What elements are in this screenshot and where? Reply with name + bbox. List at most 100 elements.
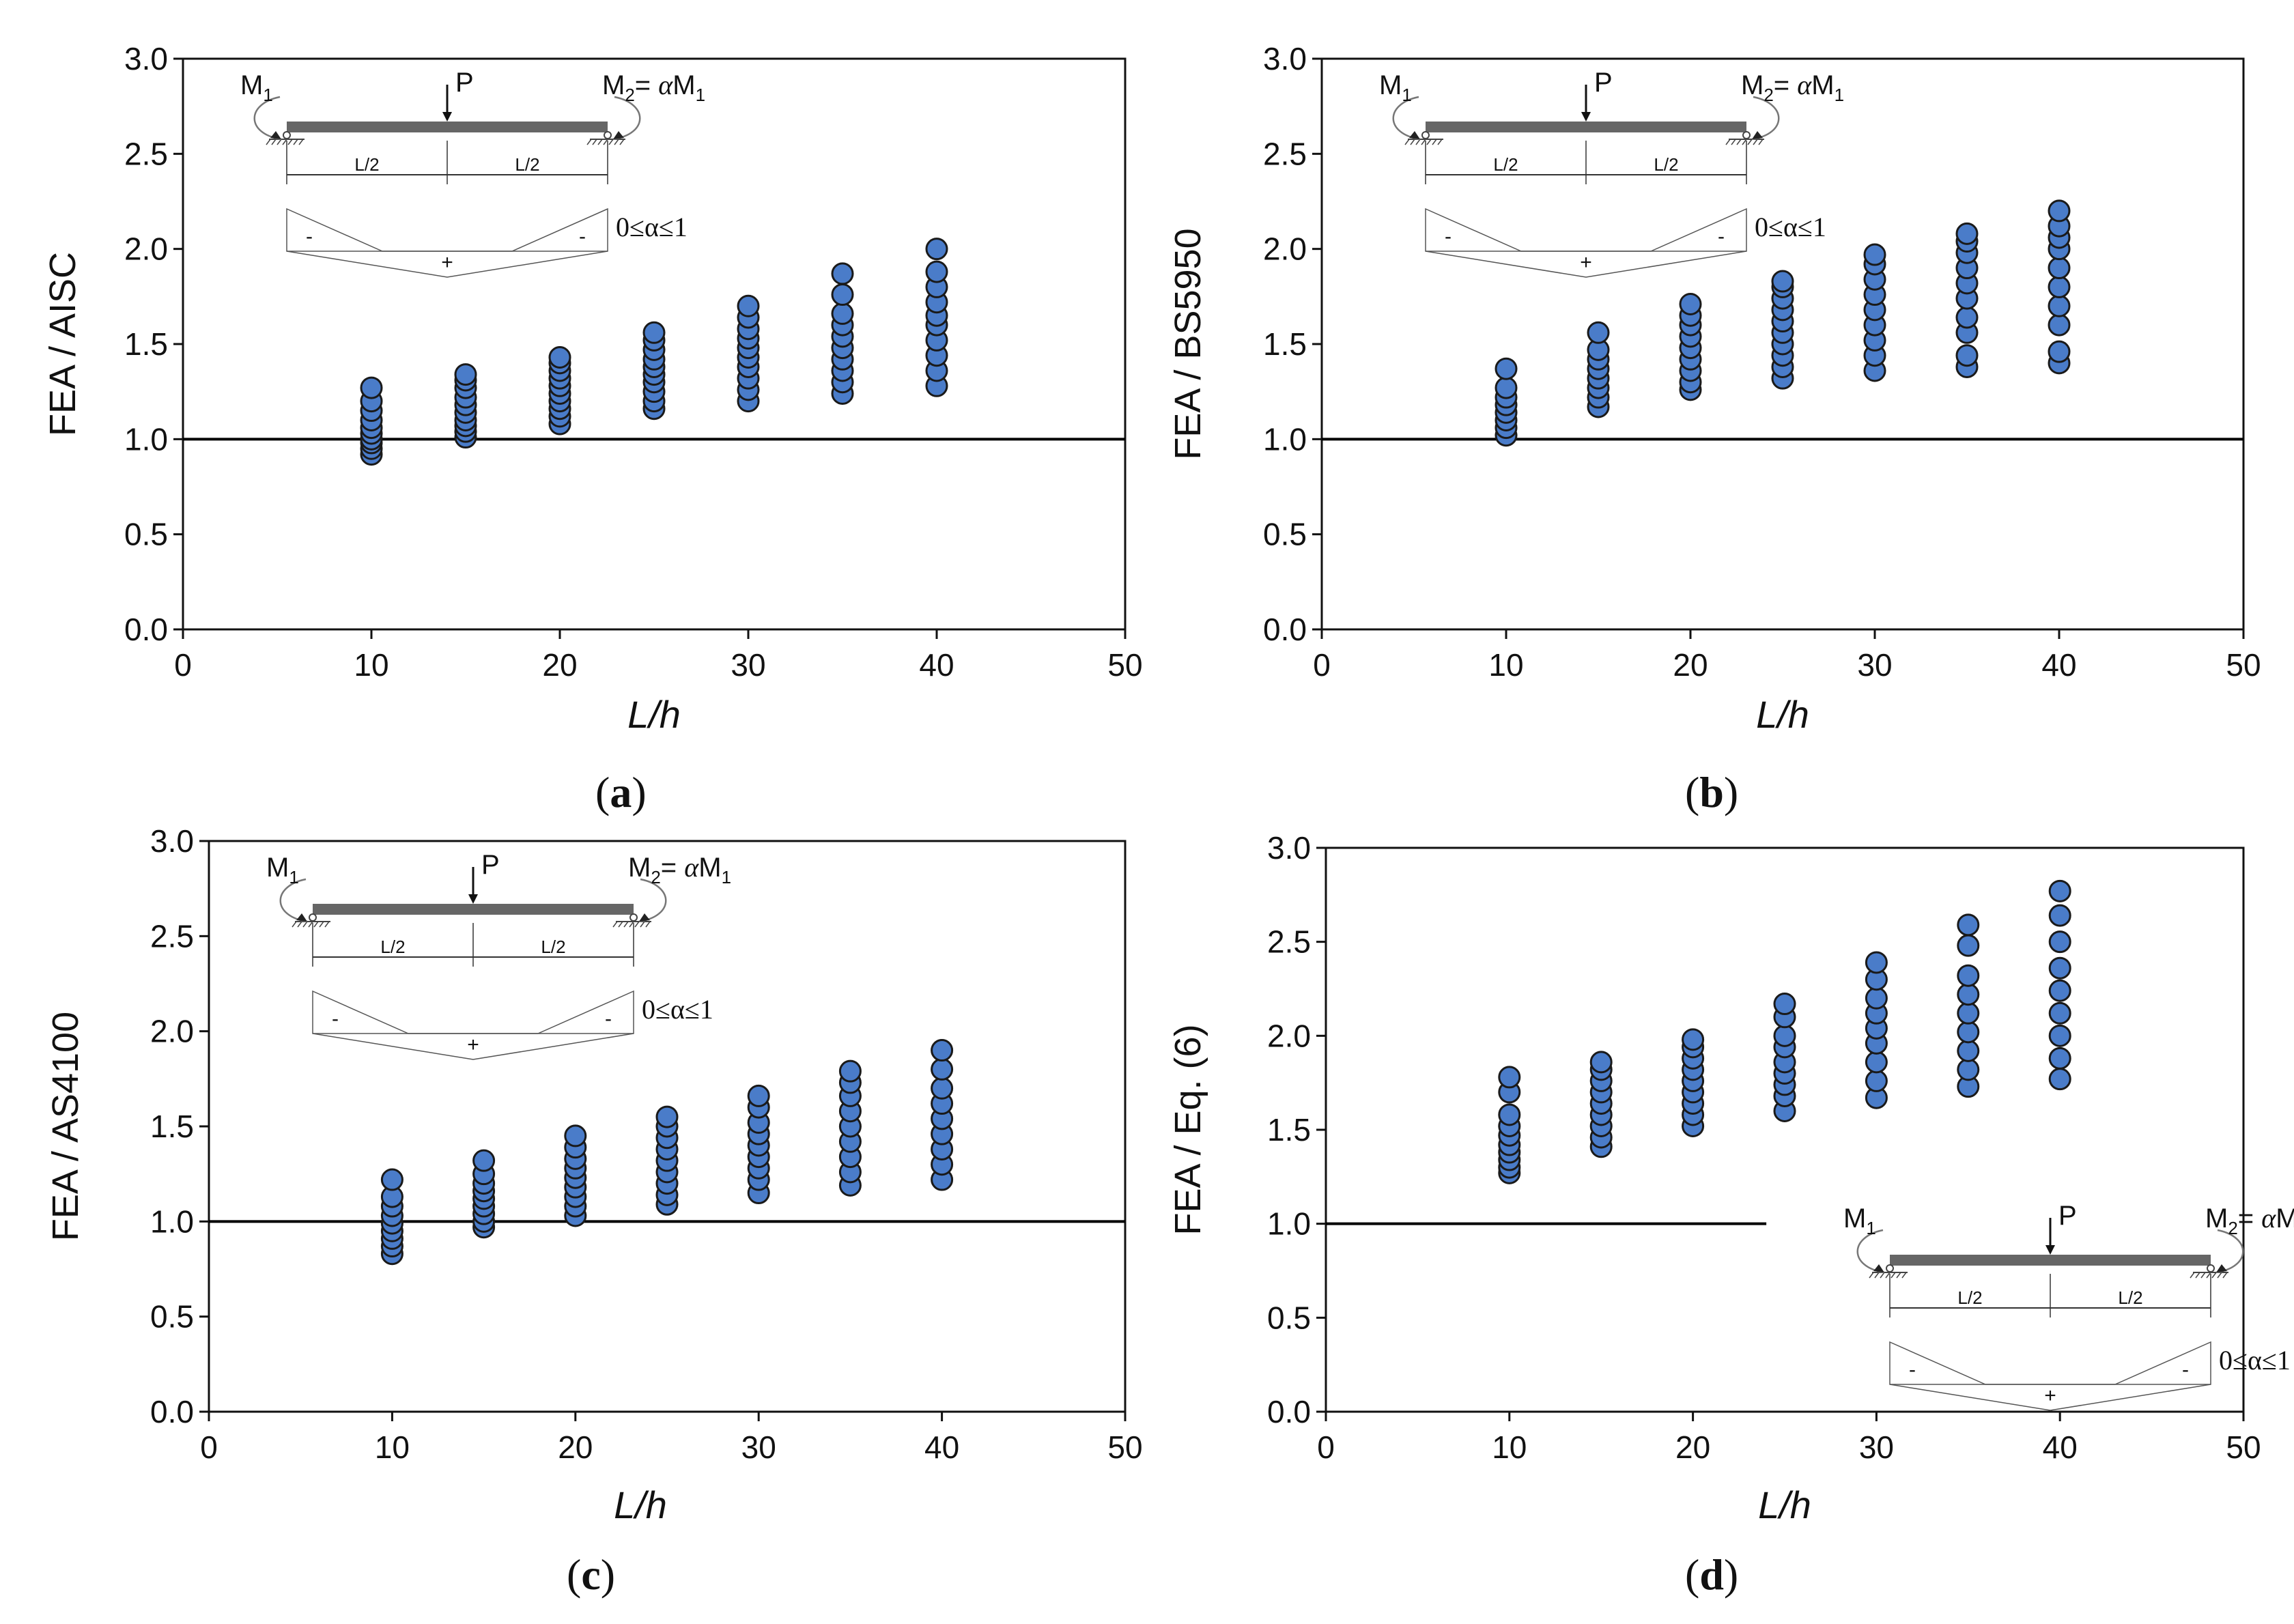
support-pin bbox=[604, 131, 612, 139]
data-point bbox=[1863, 243, 1886, 266]
x-ticks: 0 10 20 30 40 50 bbox=[174, 629, 1143, 683]
sign-negative-right: - bbox=[2182, 1358, 2189, 1381]
x-tick-label: 50 bbox=[1107, 647, 1142, 683]
support-hatch bbox=[266, 139, 271, 145]
x-ticks: 0 10 20 30 40 50 bbox=[1313, 629, 2261, 683]
panel-d: 0.0 0.5 1.0 1.5 2.0 2.5 3.0 0 10 20 30 40 50 FEA / … bbox=[1167, 830, 2294, 1599]
y-tick-label: 1.5 bbox=[124, 326, 168, 362]
support-hatch bbox=[1869, 1272, 1874, 1279]
moment-arrowhead-left bbox=[296, 913, 307, 922]
data-point bbox=[2048, 1046, 2071, 1070]
data-point bbox=[1589, 1051, 1613, 1074]
x-tick-label: 50 bbox=[1107, 1429, 1142, 1465]
y-tick-label: 0.5 bbox=[1263, 517, 1307, 552]
y-ticks: 0.0 0.5 1.0 1.5 2.0 2.5 3.0 bbox=[124, 41, 183, 647]
support-hatch bbox=[292, 921, 297, 928]
sign-positive: + bbox=[467, 1034, 479, 1056]
data-point bbox=[1865, 951, 1888, 974]
beam bbox=[1426, 122, 1746, 132]
support-hatch bbox=[629, 921, 634, 928]
data-point bbox=[2048, 879, 2071, 902]
data-point bbox=[831, 262, 854, 285]
beam bbox=[313, 904, 634, 915]
panel-caption: (c) bbox=[567, 1550, 615, 1599]
support-hatch bbox=[313, 921, 319, 928]
support-hatch bbox=[1437, 139, 1443, 145]
support-hatch bbox=[1753, 139, 1758, 145]
data-point bbox=[1955, 306, 1979, 329]
data-point bbox=[747, 1084, 770, 1107]
moment-arrowhead-left bbox=[1873, 1264, 1884, 1272]
support-pin bbox=[1742, 131, 1751, 139]
support-pin bbox=[2207, 1264, 2215, 1272]
caption-close: ) bbox=[1724, 1550, 1738, 1599]
moment-arc-left bbox=[1856, 1229, 1885, 1274]
load-arrowhead bbox=[1581, 112, 1591, 122]
data-point bbox=[1957, 964, 1980, 987]
sign-negative-left: - bbox=[332, 1008, 339, 1030]
sign-positive: + bbox=[441, 251, 453, 274]
x-tick-label: 0 bbox=[174, 647, 192, 683]
data-point bbox=[2048, 1001, 2071, 1025]
data-point bbox=[1957, 1039, 1980, 1062]
sign-positive: + bbox=[2044, 1384, 2056, 1407]
y-tick-label: 0.5 bbox=[1267, 1300, 1311, 1335]
support-hatch bbox=[634, 921, 640, 928]
y-tick-label: 3.0 bbox=[124, 41, 168, 76]
panel-caption: (b) bbox=[1685, 768, 1738, 816]
data-point bbox=[1957, 1021, 1980, 1044]
x-tick-label: 30 bbox=[741, 1429, 776, 1465]
data-point bbox=[2048, 257, 2071, 280]
data-point bbox=[931, 1057, 954, 1081]
support-hatch bbox=[297, 921, 302, 928]
y-tick-label: 1.5 bbox=[1263, 326, 1307, 362]
beam-inset: M1 P M2= αM1 L/2 L/2 - + - 0≤α≤1 bbox=[266, 850, 731, 1060]
data-point bbox=[642, 321, 666, 344]
data-point bbox=[1865, 1069, 1888, 1092]
support-hatch bbox=[614, 139, 619, 145]
data-point bbox=[360, 376, 383, 399]
moment-arc-left bbox=[1392, 96, 1421, 141]
moment-m1-label: M1 bbox=[240, 70, 273, 105]
support-hatch bbox=[592, 139, 597, 145]
y-tick-label: 0.0 bbox=[1263, 612, 1307, 647]
y-tick-label: 2.0 bbox=[1263, 231, 1307, 267]
caption-letter: d bbox=[1699, 1550, 1724, 1599]
y-tick-label: 0.5 bbox=[150, 1299, 194, 1335]
y-tick-label: 2.0 bbox=[124, 231, 168, 267]
beam-inset: M1 P M2= αM1 L/2 L/2 - + - 0≤α≤1 bbox=[1843, 1201, 2294, 1411]
support-hatch bbox=[308, 921, 313, 928]
data-point bbox=[1957, 1058, 1980, 1081]
support-hatch bbox=[277, 139, 282, 145]
data-point bbox=[1495, 376, 1518, 399]
data-point bbox=[1865, 986, 1888, 1010]
panel-b: 0.0 0.5 1.0 1.5 2.0 2.5 3.0 0 10 20 30 40 50 FEA / … bbox=[1167, 41, 2261, 816]
data-point bbox=[548, 346, 571, 369]
data-point bbox=[472, 1149, 496, 1172]
data-point bbox=[1498, 1066, 1521, 1089]
support-hatch bbox=[1896, 1272, 1901, 1279]
support-hatch bbox=[2206, 1272, 2211, 1279]
support-hatch bbox=[302, 921, 308, 928]
y-tick-label: 3.0 bbox=[1263, 41, 1307, 76]
half-span-right-label: L/2 bbox=[541, 937, 565, 957]
support-hatch bbox=[597, 139, 603, 145]
support-hatch bbox=[2222, 1272, 2228, 1279]
support-hatch bbox=[623, 921, 629, 928]
data-point bbox=[1771, 270, 1794, 293]
support-hatch bbox=[2211, 1272, 2217, 1279]
data-point bbox=[1955, 222, 1979, 245]
data-point bbox=[1865, 1051, 1888, 1074]
x-tick-label: 20 bbox=[558, 1429, 593, 1465]
data-point bbox=[925, 260, 948, 283]
x-ticks: 0 10 20 30 40 50 bbox=[1317, 1412, 2261, 1465]
alpha-condition: 0≤α≤1 bbox=[642, 994, 713, 1025]
support-hatch bbox=[324, 921, 330, 928]
support-hatch bbox=[2217, 1272, 2222, 1279]
support-hatch bbox=[1891, 1272, 1896, 1279]
support-hatch bbox=[603, 139, 608, 145]
data-point bbox=[1587, 321, 1610, 344]
support-pin bbox=[309, 913, 317, 922]
support-pin bbox=[283, 131, 291, 139]
